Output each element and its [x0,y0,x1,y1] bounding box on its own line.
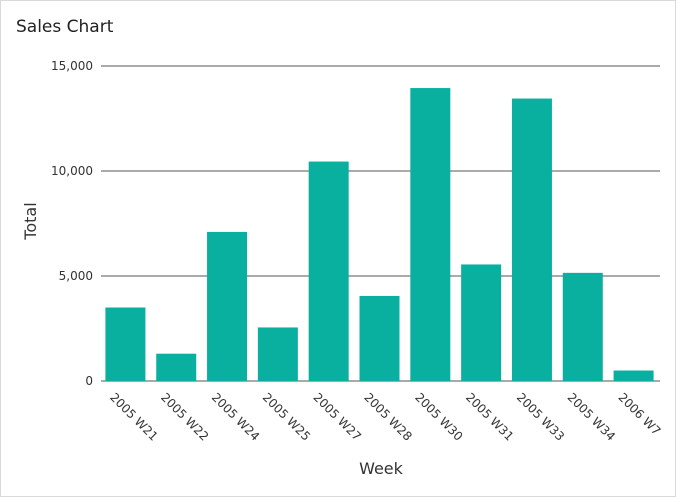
y-axis-title: Total [21,202,40,240]
y-tick-label: 0 [85,374,93,388]
bar [511,98,552,382]
x-tick-label: 2005 W28 [361,390,414,443]
x-tick-label: 2005 W25 [260,390,313,443]
bar [105,307,146,381]
y-axis-ticks: 0 5,000 10,000 15,000 [51,59,93,388]
bar [308,161,349,381]
bar [410,88,451,382]
bar [359,295,400,381]
x-tick-label: 2005 W24 [209,390,262,443]
bar [207,231,248,381]
x-tick-label: 2005 W31 [463,390,516,443]
y-tick-label: 5,000 [59,269,93,283]
bar [562,272,603,381]
chart-title: Sales Chart [16,17,114,37]
bar [257,327,298,381]
bar [156,353,197,381]
x-tick-label: 2005 W27 [311,390,364,443]
x-tick-label: 2005 W30 [412,390,465,443]
y-tick-label: 10,000 [51,164,93,178]
bars [105,88,654,382]
x-tick-label: 2005 W34 [565,390,618,443]
x-tick-label: 2005 W33 [514,390,567,443]
y-tick-label: 15,000 [51,59,93,73]
x-tick-label: 2005 W21 [107,390,160,443]
bar [613,370,654,381]
x-tick-label: 2006 W7 [615,390,663,438]
bar [461,264,502,381]
x-axis-title: Week [359,459,404,478]
x-tick-label: 2005 W22 [158,390,211,443]
